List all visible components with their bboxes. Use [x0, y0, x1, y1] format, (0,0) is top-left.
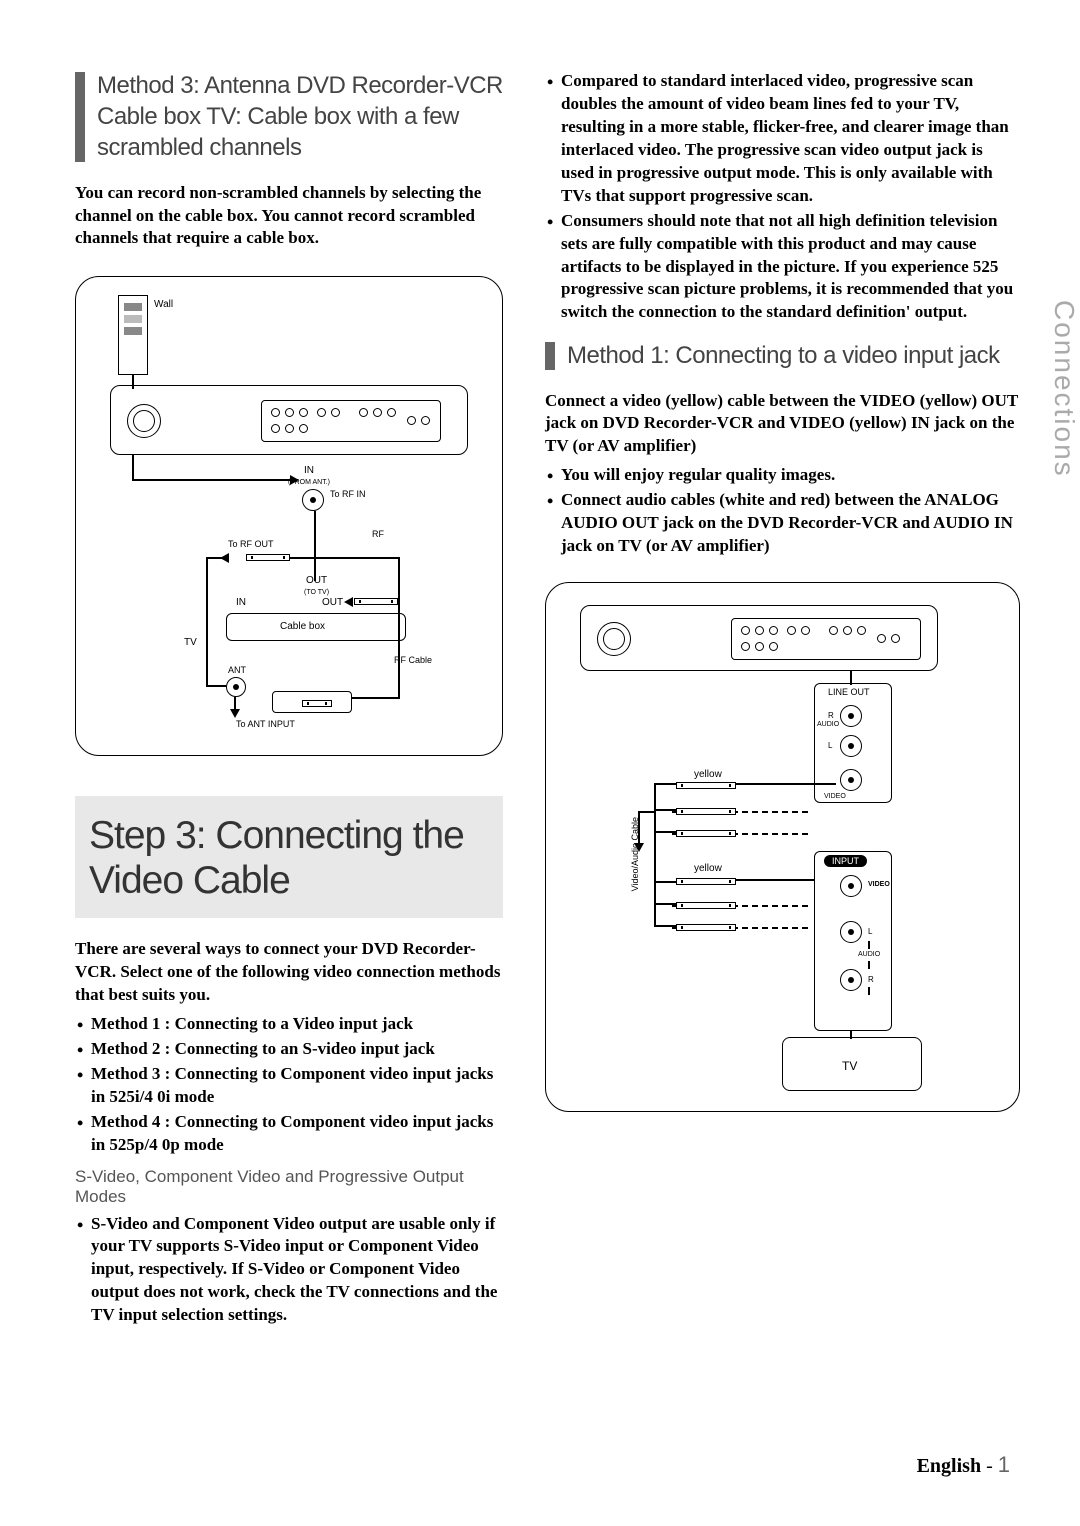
hd-note: Consumers should note that not all high …	[545, 210, 1020, 325]
out-text: OUT	[306, 575, 327, 586]
yellow-label-1: yellow	[694, 769, 722, 780]
in-label: IN (FROM ANT.)	[288, 465, 330, 487]
page-footer: English - 1	[917, 1452, 1010, 1478]
line-out-label: LINE OUT	[828, 687, 870, 697]
svideo-note: S-Video and Component Video output are u…	[75, 1213, 503, 1328]
tv-label-2: TV	[842, 1059, 857, 1073]
dvd-recorder-2	[580, 605, 938, 671]
out2-label: OUT	[322, 597, 343, 608]
method-item-2: Method 2 : Connecting to an S-video inpu…	[75, 1038, 503, 1061]
top-notes: Compared to standard interlaced video, p…	[545, 70, 1020, 324]
yellow-label-2: yellow	[694, 863, 722, 874]
l-label: L	[868, 927, 872, 936]
step3-intro: There are several ways to connect your D…	[75, 938, 503, 1007]
audio-label: AUDIO	[817, 721, 839, 728]
to-ant-input-label: To ANT INPUT	[236, 719, 295, 729]
method-item-4: Method 4 : Connecting to Component video…	[75, 1111, 503, 1157]
method1-b1: You will enjoy regular quality images.	[545, 464, 1020, 487]
svideo-note-list: S-Video and Component Video output are u…	[75, 1213, 503, 1328]
method1-body: Connect a video (yellow) cable between t…	[545, 390, 1020, 459]
video2-label: VIDEO	[868, 881, 890, 888]
method-item-3: Method 3 : Connecting to Component video…	[75, 1063, 503, 1109]
out-sub: (TO TV)	[304, 589, 329, 596]
method1-b2: Connect audio cables (white and red) bet…	[545, 489, 1020, 558]
cable-label-rot: Video/Audio Cable	[630, 817, 640, 891]
method1-bullets: You will enjoy regular quality images. C…	[545, 464, 1020, 558]
r-label: R	[868, 975, 874, 984]
method-item-1: Method 1 : Connecting to a Video input j…	[75, 1013, 503, 1036]
left-column: Method 3: Antenna DVD Recorder-VCR Cable…	[75, 70, 503, 1486]
modes-subhead: S-Video, Component Video and Progressive…	[75, 1167, 503, 1207]
input-pill: INPUT	[824, 855, 867, 867]
audio-l-label: L	[828, 741, 832, 750]
in2-label: IN	[236, 597, 246, 608]
progressive-note: Compared to standard interlaced video, p…	[545, 70, 1020, 208]
right-column: Compared to standard interlaced video, p…	[545, 70, 1020, 1486]
to-rf-out-label: To RF OUT	[228, 539, 274, 549]
tv-label: TV	[184, 637, 197, 648]
page-columns: Method 3: Antenna DVD Recorder-VCR Cable…	[75, 70, 1020, 1486]
step3-box: Step 3: Connecting the Video Cable	[75, 796, 503, 918]
footer-dash: -	[981, 1455, 998, 1477]
diagram-video-jack: LINE OUT R AUDIO L VIDEO yellow	[545, 582, 1020, 1112]
method1-heading: Method 1: Connecting to a video input ja…	[545, 340, 1020, 371]
step3-title: Step 3: Connecting the Video Cable	[89, 814, 483, 904]
to-rf-in-label: To RF IN	[330, 489, 366, 499]
video-label: VIDEO	[824, 793, 846, 800]
audio-r-label: R	[828, 711, 834, 720]
out-label: OUT (TO TV)	[304, 575, 329, 597]
dvd-recorder	[110, 385, 468, 455]
methods-list: Method 1 : Connecting to a Video input j…	[75, 1013, 503, 1157]
method3-heading: Method 3: Antenna DVD Recorder-VCR Cable…	[75, 70, 503, 164]
in-text: IN	[304, 465, 314, 476]
section-tab: Connections	[1048, 300, 1080, 478]
rf-label: RF	[372, 529, 384, 539]
footer-lang: English	[917, 1455, 981, 1477]
in-sub: (FROM ANT.)	[288, 479, 330, 486]
ant-label: ANT	[228, 665, 246, 675]
footer-page: 1	[998, 1452, 1010, 1477]
diagram-antenna-cablebox: Wall	[75, 276, 503, 756]
method3-body: You can record non-scrambled channels by…	[75, 182, 503, 251]
wall-label: Wall	[154, 299, 173, 310]
audio2-label: AUDIO	[858, 951, 880, 958]
cablebox-label: Cable box	[280, 621, 325, 632]
